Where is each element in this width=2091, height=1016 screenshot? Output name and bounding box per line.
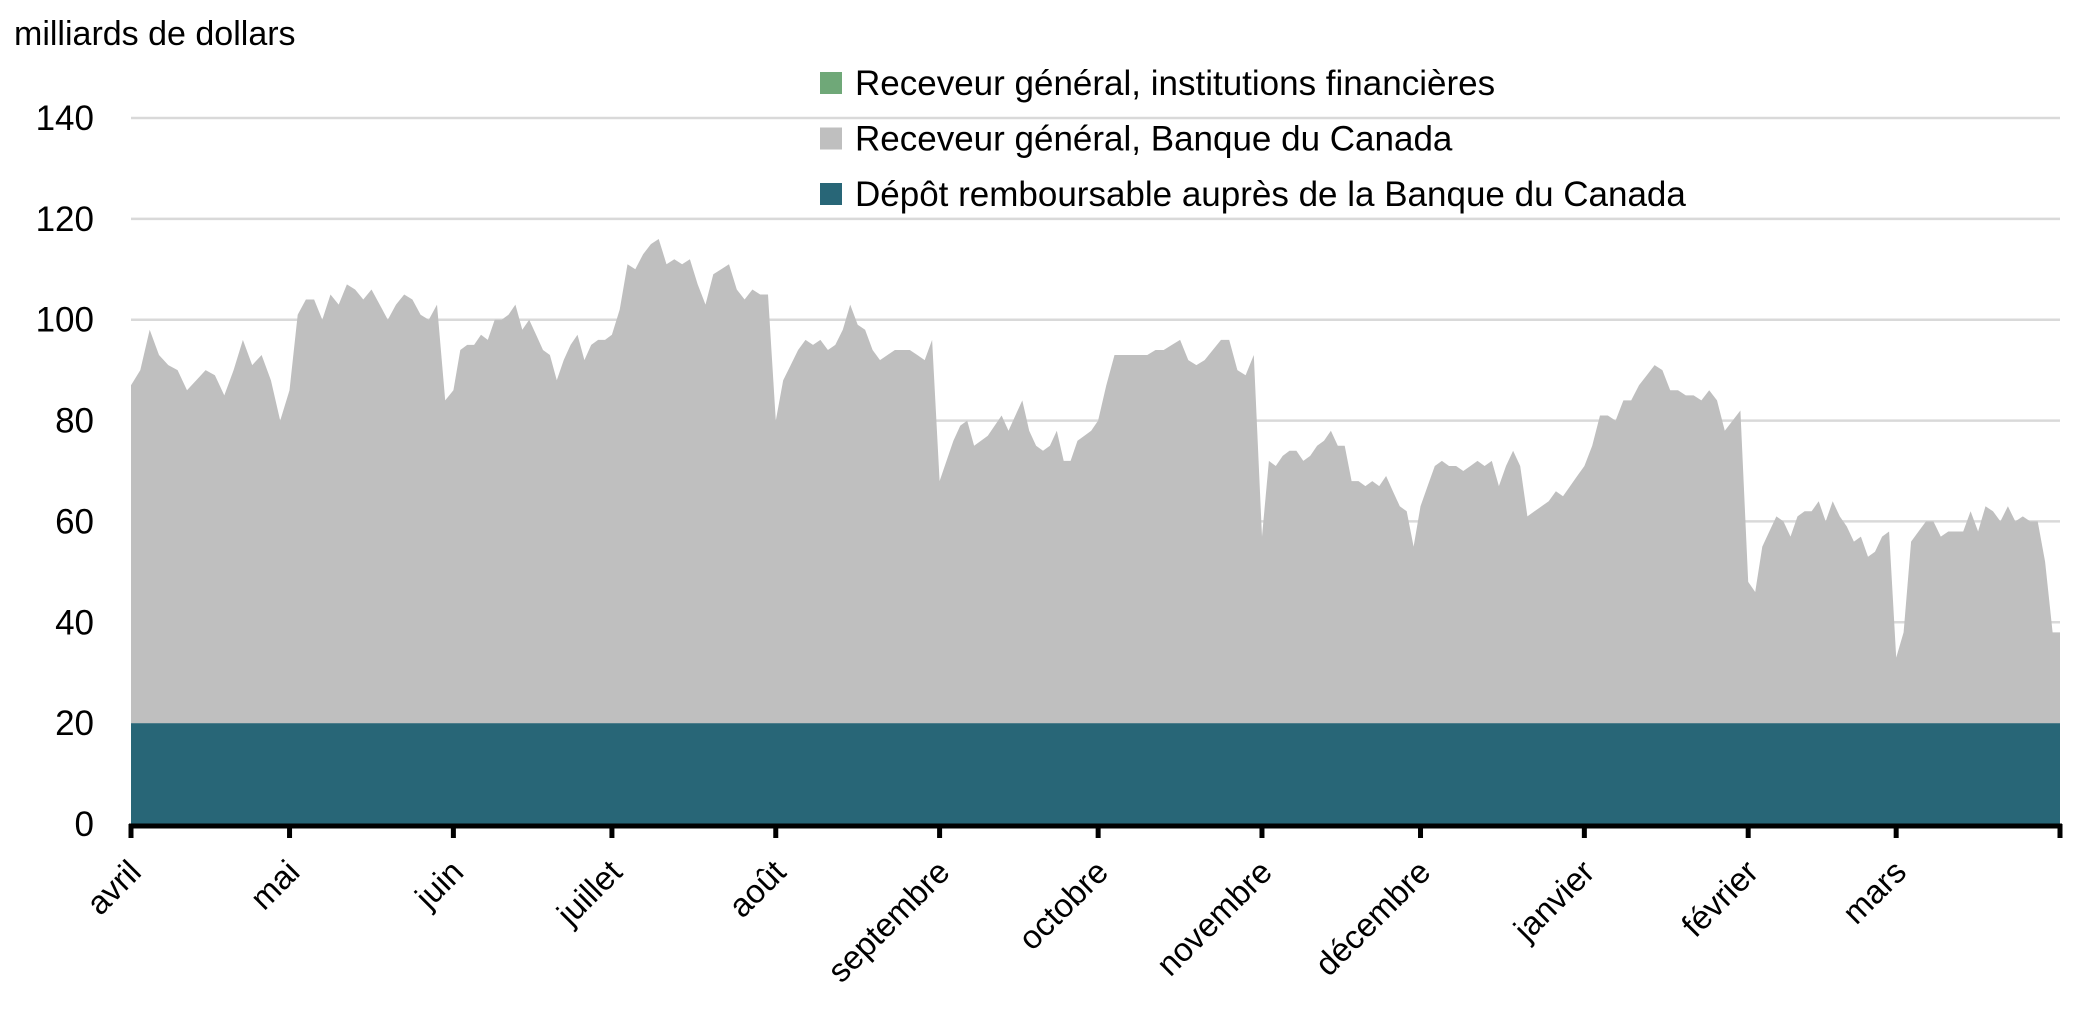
x-tick-label: février: [1674, 853, 1765, 944]
y-tick-label: 0: [75, 805, 94, 844]
legend-swatch: [820, 183, 842, 205]
x-tick-label: décembre: [1308, 853, 1438, 983]
y-tick-label: 140: [36, 99, 94, 138]
x-tick-label: mars: [1835, 853, 1913, 931]
y-tick-label: 120: [36, 200, 94, 239]
area-series: [131, 239, 2060, 824]
x-tick-label: janvier: [1506, 853, 1602, 949]
legend-label: Receveur général, institutions financièr…: [855, 64, 1495, 103]
legend-item: Receveur général, institutions financièr…: [820, 64, 1495, 103]
legend-label: Receveur général, Banque du Canada: [855, 120, 1453, 159]
legend-swatch: [820, 127, 842, 150]
legend-label: Dépôt remboursable auprès de la Banque d…: [855, 175, 1686, 214]
area-rg-banque: [131, 239, 2060, 724]
x-tick-label: juillet: [549, 853, 629, 933]
legend-swatch: [820, 72, 842, 94]
x-tick-label: novembre: [1149, 853, 1279, 983]
y-tick-label: 20: [55, 704, 94, 743]
y-tick-label: 60: [55, 502, 94, 541]
legend: Receveur général, institutions financièr…: [820, 64, 1686, 214]
y-axis-label: milliards de dollars: [14, 15, 296, 53]
x-tick-label: mai: [243, 853, 307, 917]
x-tick-label: juin: [407, 853, 470, 916]
x-tick-label: septembre: [820, 853, 956, 989]
legend-item: Dépôt remboursable auprès de la Banque d…: [820, 175, 1686, 214]
area-deposit: [131, 723, 2060, 824]
x-tick-label: octobre: [1011, 853, 1115, 957]
legend-item: Receveur général, Banque du Canada: [820, 120, 1453, 159]
y-tick-label: 40: [55, 603, 94, 642]
x-tick-label: avril: [79, 853, 148, 922]
y-tick-label: 80: [55, 402, 94, 441]
y-tick-label: 100: [36, 301, 94, 340]
x-tick-label: août: [721, 853, 793, 925]
